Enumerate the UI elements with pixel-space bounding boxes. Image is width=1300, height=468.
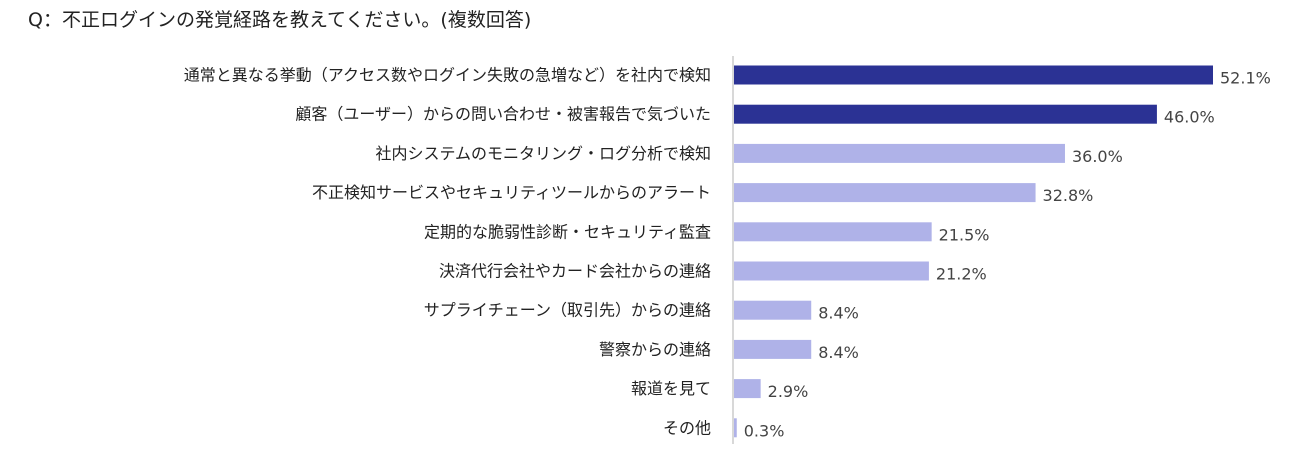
value-label: 52.1% [1220, 69, 1271, 88]
bar [734, 379, 761, 399]
bar [734, 222, 932, 242]
bar [734, 418, 737, 438]
category-label: 不正検知サービスやセキュリティツールからのアラート [312, 183, 711, 202]
category-label: 決済代行会社やカード会社からの連絡 [439, 262, 711, 281]
category-label: 警察からの連絡 [599, 340, 711, 359]
category-label: サプライチェーン（取引先）からの連絡 [424, 301, 711, 320]
bar [734, 183, 1036, 203]
value-label: 8.4% [818, 304, 859, 323]
bar [734, 300, 812, 320]
value-label: 2.9% [768, 382, 809, 401]
category-label: 顧客（ユーザー）からの問い合わせ・被害報告で気づいた [295, 105, 711, 124]
bar [734, 261, 929, 281]
category-label: その他 [663, 418, 711, 437]
value-label: 21.2% [936, 265, 987, 284]
value-label: 0.3% [744, 421, 785, 440]
value-label: 32.8% [1043, 186, 1094, 205]
category-label: 定期的な脆弱性診断・セキュリティ監査 [424, 222, 711, 241]
category-label: 報道を見て [631, 379, 711, 398]
bar [734, 65, 1213, 85]
bar [734, 143, 1065, 163]
category-label: 社内システムのモニタリング・ログ分析で検知 [375, 144, 711, 163]
value-label: 36.0% [1072, 147, 1123, 166]
bar [734, 104, 1157, 124]
category-label: 通常と異なる挙動（アクセス数やログイン失敗の急増など）を社内で検知 [184, 66, 711, 85]
value-label: 8.4% [818, 343, 859, 362]
question-title: Q：不正ログインの発覚経路を教えてください。(複数回答) [28, 9, 532, 31]
value-label: 21.5% [939, 225, 990, 244]
bar [734, 339, 812, 359]
value-label: 46.0% [1164, 108, 1215, 127]
